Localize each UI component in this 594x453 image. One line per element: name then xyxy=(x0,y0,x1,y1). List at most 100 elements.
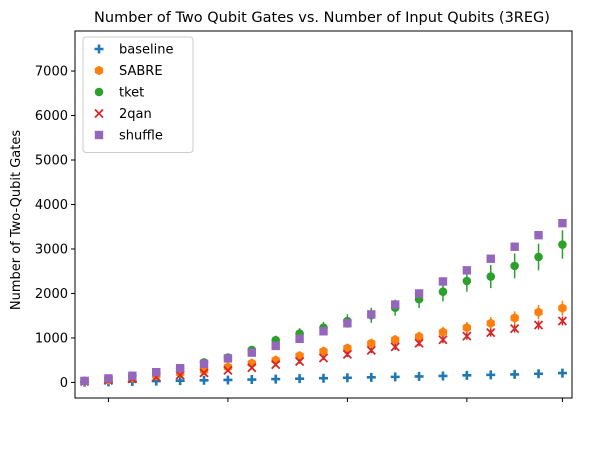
data-point xyxy=(247,375,257,385)
data-point xyxy=(486,327,496,338)
data-point xyxy=(223,365,233,376)
data-point xyxy=(128,371,137,380)
data-point xyxy=(414,371,424,381)
data-point xyxy=(390,342,400,352)
legend-label: tket xyxy=(119,86,144,101)
data-point xyxy=(486,370,496,380)
axes-frame xyxy=(74,30,573,399)
legend-box xyxy=(82,36,194,153)
legend-label: 2qan xyxy=(119,107,152,122)
y-tick-label: 5000 xyxy=(35,154,68,169)
data-point xyxy=(438,277,448,286)
legend-marker xyxy=(94,65,104,76)
data-point xyxy=(294,356,305,367)
data-point xyxy=(534,369,544,379)
data-point xyxy=(558,240,567,249)
legend-marker xyxy=(94,87,104,97)
y-axis-title: Number of Two-Qubit Gates xyxy=(9,130,24,311)
legend-marker xyxy=(94,44,104,54)
chart-title: Number of Two Qubit Gates vs. Number of … xyxy=(94,10,550,26)
data-point xyxy=(175,370,185,380)
legend-item-shuffle: shuffle xyxy=(94,129,163,144)
data-point xyxy=(342,349,353,360)
data-point xyxy=(462,370,472,380)
data-point xyxy=(558,218,567,228)
data-point xyxy=(342,373,352,383)
series-shuffle xyxy=(80,218,567,386)
y-tick-label: 6000 xyxy=(35,109,68,124)
data-point xyxy=(510,323,520,334)
data-point xyxy=(199,368,209,378)
series-tket xyxy=(80,230,567,386)
legend-label: shuffle xyxy=(119,129,163,144)
data-point xyxy=(367,310,376,319)
data-point xyxy=(510,369,520,379)
data-point xyxy=(486,254,495,263)
data-point xyxy=(486,272,496,281)
data-point xyxy=(343,343,352,353)
data-point xyxy=(319,327,328,336)
data-point xyxy=(199,375,209,385)
legend-item-2qan: 2qan xyxy=(94,107,152,122)
data-point xyxy=(247,363,257,373)
data-point xyxy=(534,252,543,262)
data-point xyxy=(247,348,257,357)
data-point xyxy=(557,316,568,326)
data-point xyxy=(558,303,567,313)
data-point xyxy=(271,374,281,384)
data-point xyxy=(390,372,400,382)
data-point xyxy=(295,350,304,361)
data-point xyxy=(319,373,328,383)
data-point xyxy=(391,334,400,345)
data-point xyxy=(557,368,567,378)
data-point xyxy=(438,327,448,337)
data-point xyxy=(199,365,209,376)
data-point xyxy=(414,331,424,342)
y-tick-label: 4000 xyxy=(35,198,68,213)
data-point xyxy=(366,345,376,356)
data-point xyxy=(199,359,209,368)
data-point xyxy=(152,367,161,377)
legend-marker xyxy=(94,130,104,140)
data-point xyxy=(271,359,281,370)
data-point xyxy=(223,375,233,385)
legend-item-tket: tket xyxy=(94,86,144,101)
data-point xyxy=(510,313,519,323)
y-tick-label: 1000 xyxy=(35,331,68,346)
data-point xyxy=(534,307,543,317)
data-point xyxy=(533,320,544,330)
y-tick-label: 7000 xyxy=(35,65,68,80)
data-point xyxy=(295,334,304,344)
data-point xyxy=(295,374,305,384)
data-point xyxy=(510,261,519,271)
data-point xyxy=(80,376,89,386)
legend-label: baseline xyxy=(119,43,173,58)
data-point xyxy=(390,300,400,309)
data-point xyxy=(462,276,472,286)
data-point xyxy=(534,230,543,240)
y-tick-label: 0 xyxy=(60,376,68,391)
data-point xyxy=(104,374,113,383)
data-point xyxy=(462,266,472,275)
plot-area: 0 1000 2000 3000 4000 5000 6000 7000 xyxy=(35,30,573,402)
data-point xyxy=(462,331,472,341)
data-point xyxy=(510,242,519,251)
data-point xyxy=(486,318,495,329)
data-point xyxy=(438,371,448,381)
data-point xyxy=(223,354,233,363)
y-tick-label: 3000 xyxy=(35,242,68,257)
legend-label: SABRE xyxy=(119,64,163,79)
data-point xyxy=(414,289,424,298)
legend: baseline SABRE tket 2qan shuffle xyxy=(82,36,194,153)
y-tick-label: 2000 xyxy=(35,287,68,302)
data-point xyxy=(271,341,280,351)
data-point xyxy=(462,322,472,333)
data-point xyxy=(318,353,329,363)
data-point xyxy=(438,335,448,345)
data-point xyxy=(414,338,424,348)
legend-item-SABRE: SABRE xyxy=(94,64,163,79)
legend-item-baseline: baseline xyxy=(94,43,173,58)
data-point xyxy=(319,346,328,357)
legend-marker xyxy=(94,108,104,119)
